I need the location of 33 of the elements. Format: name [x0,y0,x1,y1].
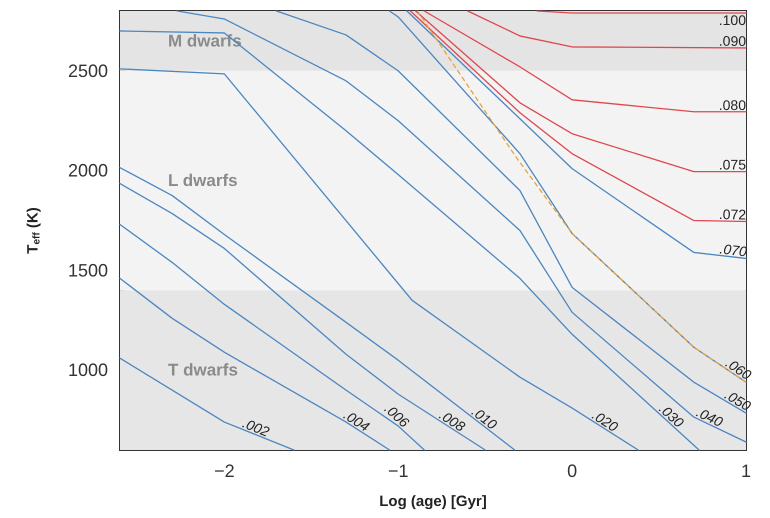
line-series [119,224,425,451]
x-axis-title: Log (age) [Gyr] [379,493,487,510]
y-tick-label: 2500 [68,60,108,81]
line-series [406,10,747,260]
series-label: .100 [718,12,746,28]
text: .020 [589,406,622,435]
series-label: .072 [718,206,746,223]
line-series [410,10,747,222]
x-tick-label: −1 [388,461,408,481]
text: .030 [656,400,688,431]
line-series [424,10,747,112]
y-tick-label: 1000 [68,360,108,380]
y-axis-title: Teff (K) [24,207,42,254]
text: .004 [340,406,373,435]
x-tick-label: −2 [214,461,235,481]
text: .060 [722,354,755,384]
x-tick-label: 1 [740,461,752,481]
series-label: .075 [718,156,746,173]
line-series [467,10,747,49]
text: .002 [240,414,272,440]
line-series [119,68,639,451]
series-label: .090 [718,32,746,49]
x-tick-label: 0 [567,461,578,481]
y-tick-label: 2000 [68,160,108,181]
text: .070 [718,240,748,260]
text: .006 [381,400,412,431]
band-label: T dwarfs [168,360,238,380]
series-label: .080 [718,96,746,113]
text: .008 [436,406,468,435]
y-tick-label: 1500 [68,260,108,280]
line-series [414,10,747,172]
text: .010 [468,403,500,433]
band-label: L dwarfs [168,171,238,190]
